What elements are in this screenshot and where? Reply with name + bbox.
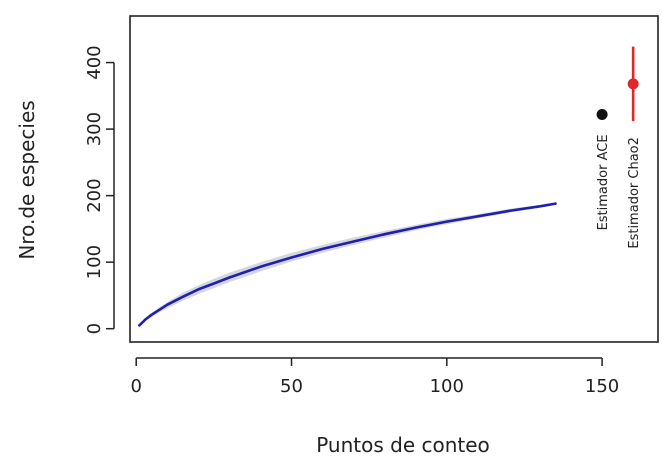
- series-line-layer: [138, 202, 557, 327]
- y-axis-label: Nro.de especies: [15, 100, 39, 259]
- y-tick-label-3: 300: [84, 112, 105, 146]
- y-axis: 0 100 200 300 400: [84, 45, 115, 334]
- x-tick-label-0: 0: [130, 376, 141, 397]
- confidence-band-layer: [139, 203, 556, 326]
- y-tick-label-2: 200: [84, 178, 105, 212]
- estimator-label-0: Estimador ACE: [596, 134, 611, 230]
- x-axis-label: Puntos de conteo: [316, 433, 490, 457]
- plot-frame: [129, 15, 659, 343]
- estimator-point-1: [627, 78, 639, 90]
- x-tick-label-3: 150: [585, 376, 619, 397]
- estimator-point-0: [596, 108, 608, 120]
- x-axis: 0 50 100 150: [130, 357, 619, 397]
- confidence-band-0: [139, 203, 556, 326]
- series-line-0: [138, 202, 557, 327]
- x-tick-label-1: 50: [280, 376, 303, 397]
- y-tick-label-1: 100: [84, 245, 105, 279]
- estimator-layer: Estimador ACE Estimador Chao2: [596, 46, 642, 249]
- y-tick-label-0: 0: [84, 323, 105, 334]
- x-tick-label-2: 100: [430, 376, 464, 397]
- y-tick-label-4: 400: [84, 45, 105, 79]
- estimator-label-1: Estimador Chao2: [627, 137, 642, 249]
